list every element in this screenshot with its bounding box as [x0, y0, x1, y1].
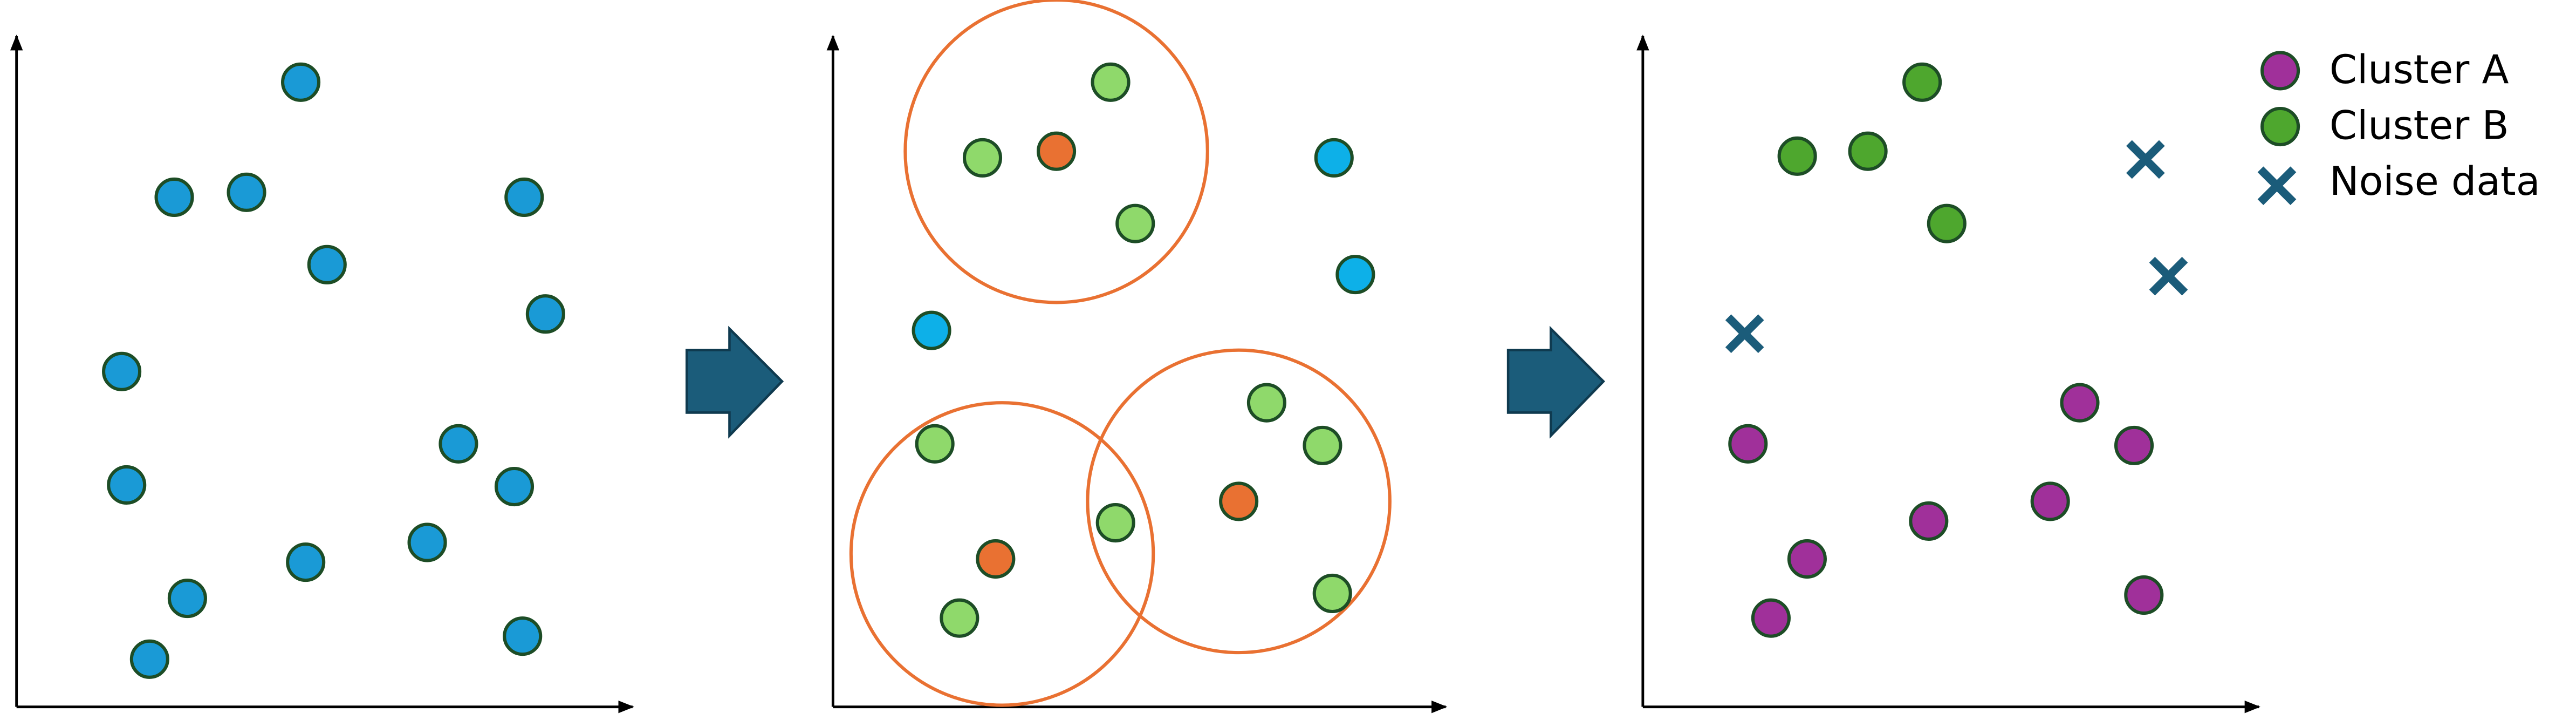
neighbor-points — [915, 62, 1352, 638]
legend-label: Cluster A — [2330, 47, 2509, 93]
legend-label: Noise data — [2330, 159, 2540, 205]
arrow — [686, 325, 784, 439]
eps-neighborhood — [903, 0, 1209, 304]
eps-neighborhood — [1086, 348, 1392, 655]
cluster-b-points — [1777, 62, 1967, 243]
noise-points — [1725, 140, 2188, 354]
panel-3 — [1636, 35, 2260, 714]
core-points — [976, 131, 1259, 579]
legend: Cluster A Cluster B Noise data — [2257, 47, 2540, 206]
unassigned-points — [912, 138, 1375, 350]
legend-swatch — [2260, 51, 2300, 91]
legend-swatch — [2257, 166, 2297, 206]
panel-2 — [826, 0, 1448, 714]
arrow — [1506, 325, 1605, 439]
raw-points — [102, 62, 565, 679]
cluster-a-points — [1728, 383, 2164, 638]
legend-label: Cluster B — [2330, 103, 2509, 149]
eps-neighborhood — [849, 401, 1155, 707]
panel-1 — [10, 35, 634, 714]
legend-swatch — [2260, 106, 2300, 147]
